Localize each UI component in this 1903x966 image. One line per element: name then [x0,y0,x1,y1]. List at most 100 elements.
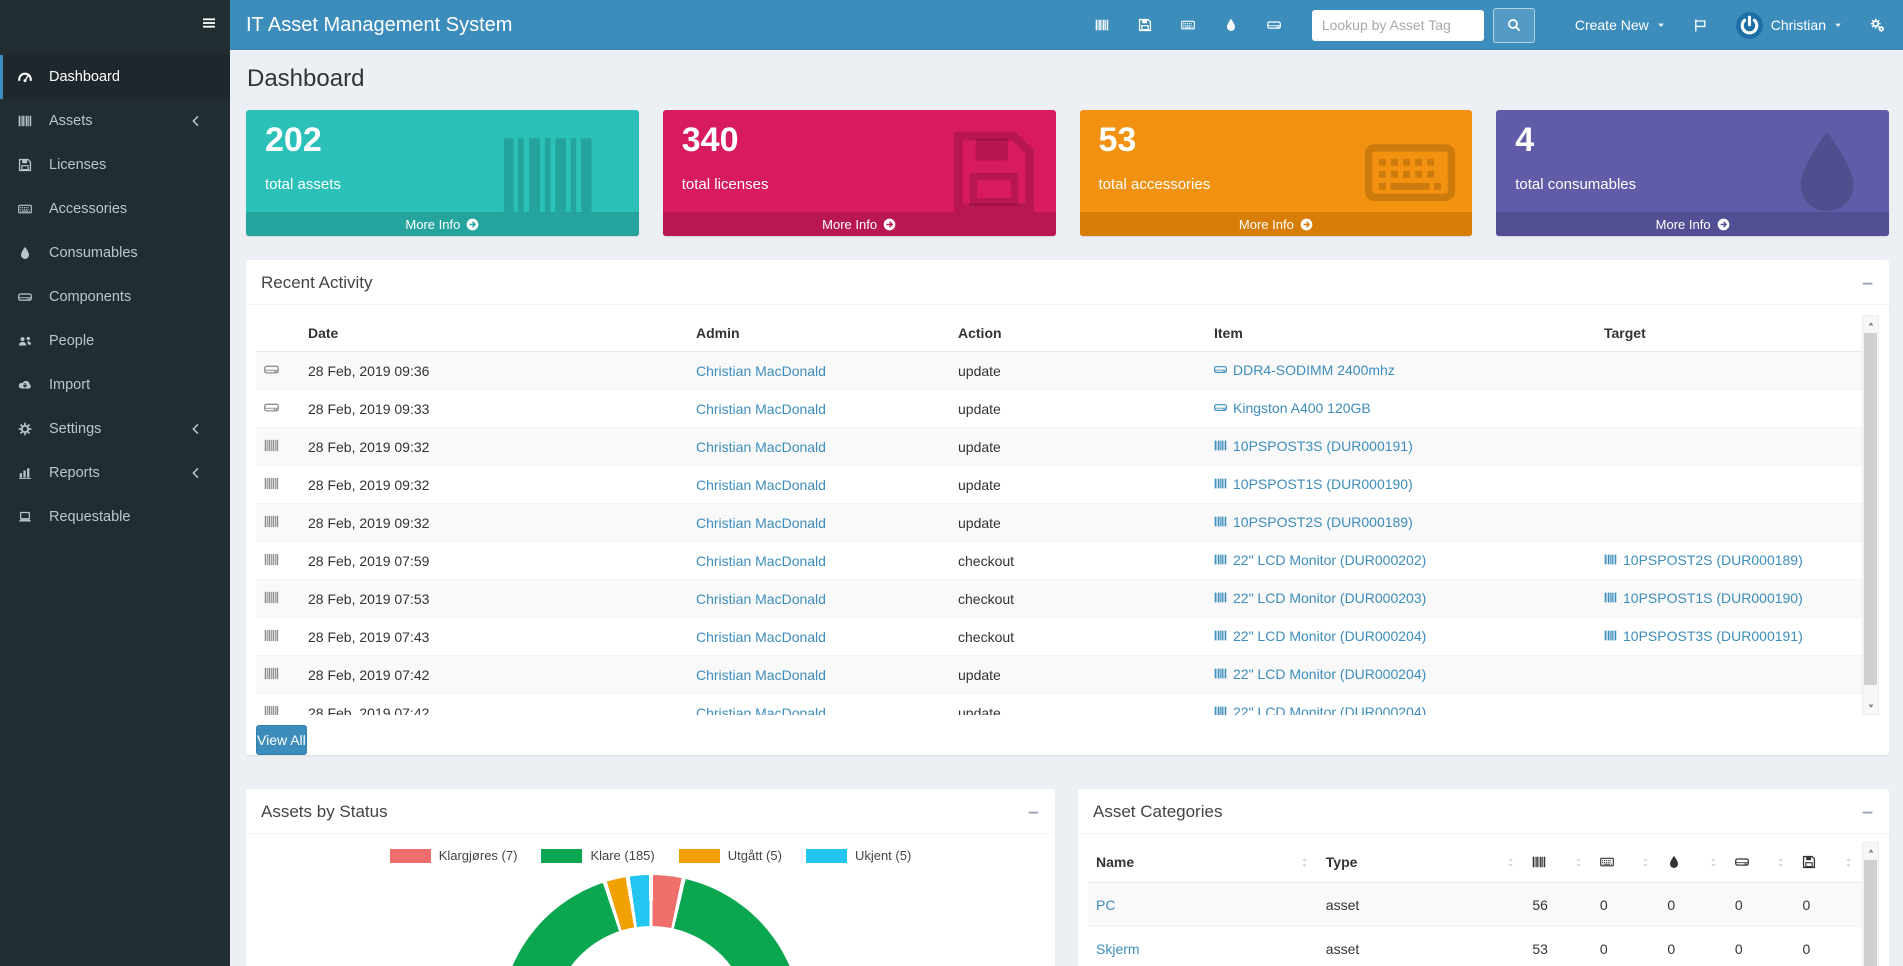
item-link[interactable]: 10PSPOST1S (DUR000190) [1214,476,1413,492]
column-header-save-count[interactable] [1794,842,1862,883]
create-new-dropdown[interactable]: Create New [1575,17,1666,33]
donut-chart [499,875,802,966]
view-all-button[interactable]: View All [256,725,307,755]
collapse-button[interactable] [1861,277,1874,290]
save-icon [1138,18,1152,32]
scrollbar-thumb[interactable] [1864,333,1877,685]
item-link[interactable]: 22" LCD Monitor (DUR000204) [1214,704,1426,715]
admin-link[interactable]: Christian MacDonald [696,476,826,493]
flag-button[interactable] [1693,18,1708,33]
asset-categories-table: Name Type [1088,842,1862,966]
admin-link[interactable]: Christian MacDonald [696,666,826,683]
column-header-tint-count[interactable] [1659,842,1727,883]
item-link[interactable]: 10PSPOST2S (DUR000189) [1214,514,1413,530]
nav-quick-assets[interactable] [1095,18,1109,32]
hdd-icon [1266,18,1281,32]
sidebar-toggle-button[interactable] [201,15,217,36]
column-header-name[interactable]: Name [1088,842,1318,883]
more-info-link[interactable]: More Info [1079,212,1473,236]
sidebar-item-licenses[interactable]: Licenses [0,143,230,187]
recent-activity-scrollbar[interactable] [1862,315,1879,715]
user-dropdown[interactable]: Christian [1735,11,1843,40]
sort-icon[interactable] [1708,857,1719,868]
sidebar-item-people[interactable]: People [0,319,230,363]
asset-categories-scrollbar[interactable] [1862,842,1879,966]
more-info-link[interactable]: More Info [662,212,1056,236]
sort-icon[interactable] [1843,857,1854,868]
target-link[interactable]: 10PSPOST1S (DUR000190) [1604,590,1803,606]
recent-activity-header: Recent Activity [246,260,1889,305]
barcode-icon [264,704,279,715]
admin-settings-button[interactable] [1870,18,1885,33]
admin-link[interactable]: Christian MacDonald [696,514,826,531]
item-link[interactable]: DDR4-SODIMM 2400mhz [1214,362,1395,378]
sidebar-item-components[interactable]: Components [0,275,230,319]
sidebar-item-assets[interactable]: Assets [0,99,230,143]
column-header-type[interactable]: Type [1317,842,1525,883]
sidebar-item-consumables[interactable]: Consumables [0,231,230,275]
item-link[interactable]: 22" LCD Monitor (DUR000202) [1214,552,1426,568]
collapse-button[interactable] [1027,806,1040,819]
cell-count: 53 [1524,926,1592,966]
sidebar-item-label: Consumables [49,245,138,261]
admin-link[interactable]: Christian MacDonald [696,552,826,569]
more-info-link[interactable]: More Info [246,212,639,236]
search-button[interactable] [1492,7,1535,43]
sidebar-item-reports[interactable]: Reports [0,451,230,495]
tint-icon [1224,18,1238,32]
nav-quick-licenses[interactable] [1138,18,1152,32]
legend-swatch [541,848,583,863]
nav-quick-consumables[interactable] [1224,18,1238,32]
sort-icon[interactable] [1775,857,1786,868]
column-header-keyboard-count[interactable] [1591,842,1660,883]
item-link[interactable]: 22" LCD Monitor (DUR000203) [1214,590,1426,606]
search-input[interactable] [1311,9,1484,41]
info-box-label: total assets [265,176,341,194]
collapse-button[interactable] [1861,806,1874,819]
barcode-icon [264,514,279,529]
cell-date: 28 Feb, 2019 09:32 [300,503,688,542]
item-link[interactable]: 22" LCD Monitor (DUR000204) [1214,666,1426,682]
laptop-icon [18,510,42,524]
app-title: IT Asset Management System [246,13,513,36]
minus-icon [1027,806,1040,819]
admin-link[interactable]: Christian MacDonald [696,628,826,645]
tint-icon [1781,126,1873,218]
scroll-up-arrow-icon[interactable] [1863,316,1878,332]
cell-date: 28 Feb, 2019 07:53 [300,579,688,618]
item-link[interactable]: Kingston A400 120GB [1214,400,1371,416]
nav-quick-components[interactable] [1266,18,1281,32]
sort-icon[interactable] [1640,857,1651,868]
scroll-up-arrow-icon[interactable] [1863,843,1878,859]
target-link[interactable]: 10PSPOST2S (DUR000189) [1604,552,1803,568]
item-link[interactable]: 22" LCD Monitor (DUR000204) [1214,628,1426,644]
scroll-down-arrow-icon[interactable] [1863,698,1878,714]
sidebar-item-settings[interactable]: Settings [0,407,230,451]
item-link[interactable]: 10PSPOST3S (DUR000191) [1214,438,1413,454]
category-link[interactable]: Skjerm [1096,940,1140,957]
category-link[interactable]: PC [1096,896,1116,913]
admin-link[interactable]: Christian MacDonald [696,438,826,455]
sort-icon[interactable] [1573,857,1584,868]
admin-link[interactable]: Christian MacDonald [696,400,826,417]
sidebar-item-dashboard[interactable]: Dashboard [0,55,230,99]
nav-quick-accessories[interactable] [1180,18,1195,32]
sidebar-item-accessories[interactable]: Accessories [0,187,230,231]
target-link[interactable]: 10PSPOST3S (DUR000191) [1604,628,1803,644]
arrow-circle-right-icon [466,218,479,231]
sidebar-item-import[interactable]: Import [0,363,230,407]
admin-link[interactable]: Christian MacDonald [696,362,826,379]
admin-link[interactable]: Christian MacDonald [696,704,826,716]
more-info-link[interactable]: More Info [1496,212,1889,236]
column-header-barcode-count[interactable] [1524,842,1592,883]
sort-icon[interactable] [1505,857,1516,868]
barcode-icon [1532,855,1546,869]
cell-count: 0 [1726,882,1795,927]
sidebar-item-requestable[interactable]: Requestable [0,495,230,539]
admin-link[interactable]: Christian MacDonald [696,590,826,607]
column-header-hdd-count[interactable] [1726,842,1795,883]
angle-left-icon [189,466,213,480]
scrollbar-thumb[interactable] [1864,860,1877,966]
sort-icon[interactable] [1299,857,1310,868]
